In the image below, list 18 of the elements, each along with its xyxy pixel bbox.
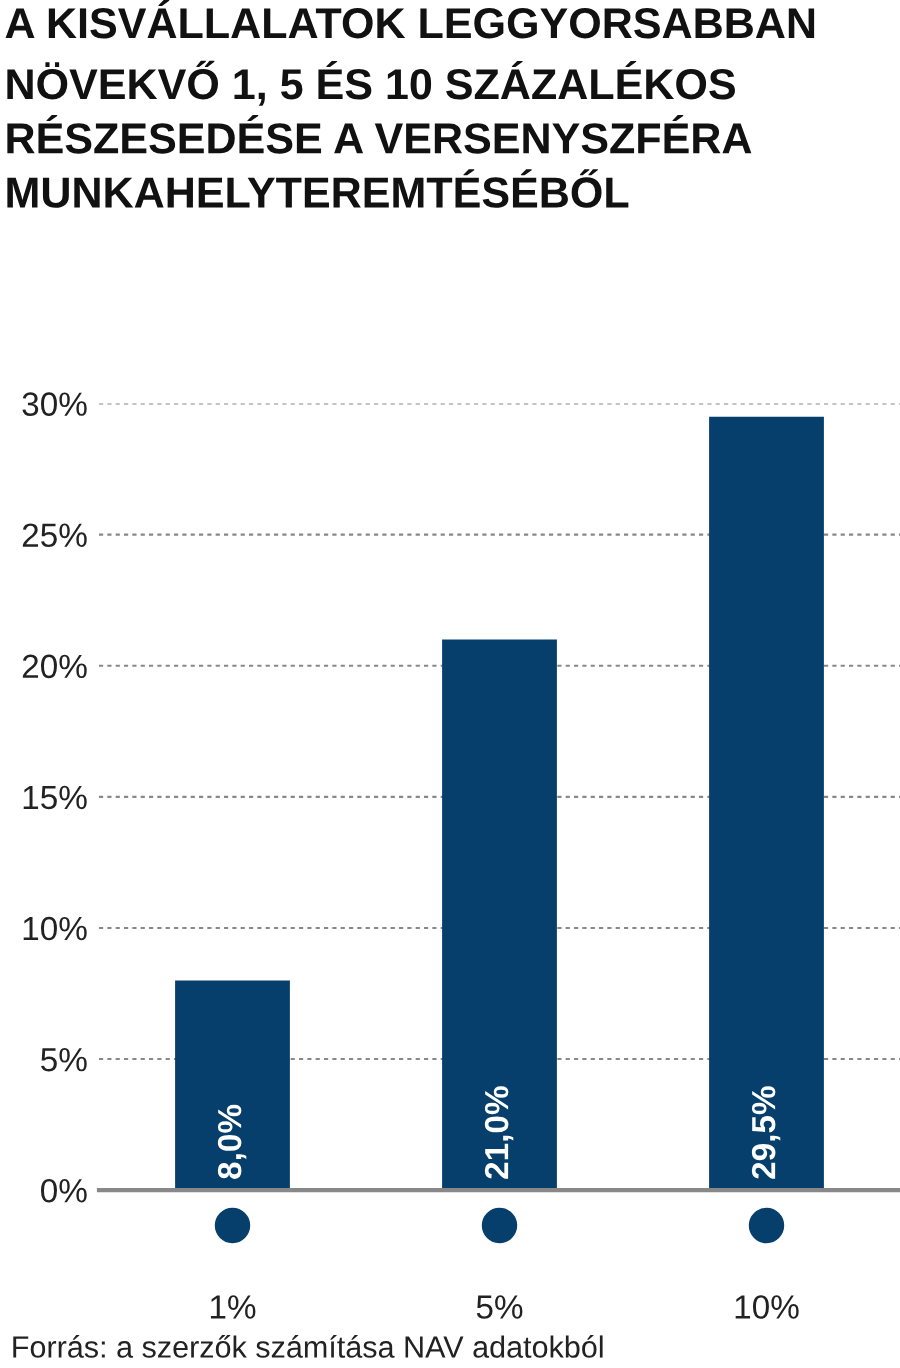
y-tick-label: 15% <box>23 785 87 810</box>
data-label: 8,0% <box>217 1104 247 1179</box>
x-tick-label: 5% <box>476 1295 523 1319</box>
y-tick-label: 30% <box>22 392 87 416</box>
y-tick-label: 25% <box>22 523 87 548</box>
bar <box>442 639 557 1191</box>
text: Forrás: a szerzők számítása NAV adatokból <box>13 1335 603 1358</box>
data-label: 21,0% <box>484 1086 514 1179</box>
x-tick-label: 10% <box>735 1295 799 1319</box>
data-label: 29,5% <box>751 1086 781 1179</box>
y-tick-label: 10% <box>23 916 87 941</box>
y-tick-label: 20% <box>22 654 87 679</box>
y-tick-label: 0% <box>41 1178 87 1203</box>
y-tick-label: 5% <box>41 1048 87 1072</box>
bar <box>709 416 824 1191</box>
chart-title: A KISVÁLLALATOK LEGGYORSABBAN NÖVEKVŐ 1, 5 ÉS 10 SZÁZALÉKOS RÉSZESEDÉSE A VERSENYSZFÉRA MUNKAHELYTEREMTÉSÉBŐL <box>5 0 815 208</box>
bar <box>175 980 290 1191</box>
x-tick-label: 1% <box>210 1295 256 1319</box>
